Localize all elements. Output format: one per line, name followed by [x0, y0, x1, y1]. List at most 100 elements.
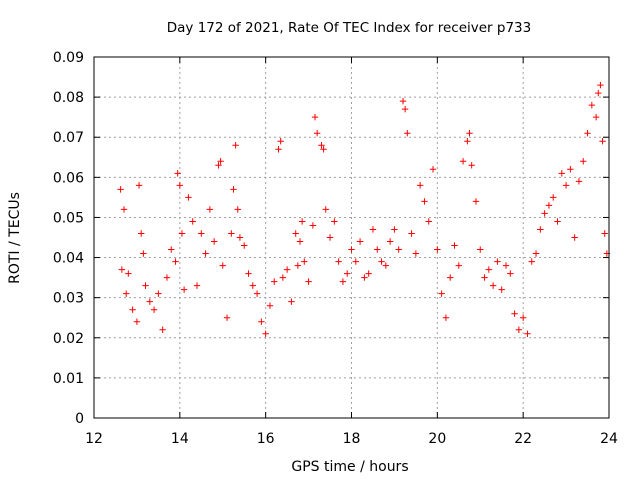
plot-frame [93, 56, 610, 419]
data-point [288, 298, 295, 305]
data-point [326, 234, 334, 241]
data-point [135, 182, 143, 189]
x-tick-label: 20 [428, 431, 446, 447]
data-point [133, 318, 141, 325]
data-point [399, 97, 407, 105]
data-point [468, 162, 475, 169]
data-point [202, 250, 209, 257]
y-tick-label: 0.08 [53, 90, 84, 106]
data-point [172, 258, 179, 265]
data-point [344, 270, 351, 277]
data-point [438, 290, 445, 297]
data-point [185, 194, 192, 201]
data-point [451, 242, 458, 249]
data-point [174, 170, 181, 177]
data-point [138, 230, 145, 237]
data-point [142, 282, 149, 289]
data-point [408, 230, 415, 237]
y-axis-label: ROTI / TECUs [7, 192, 23, 284]
data-point [382, 262, 390, 269]
data-point [217, 158, 224, 165]
data-point [404, 130, 411, 137]
data-point [198, 230, 205, 237]
data-point [601, 230, 608, 237]
data-point [294, 262, 302, 269]
x-tick-label: 22 [514, 431, 532, 447]
gridlines [94, 57, 609, 418]
data-point [515, 326, 523, 333]
data-point [168, 246, 175, 253]
data-point [266, 302, 274, 309]
data-point [571, 234, 578, 241]
data-point [567, 166, 574, 173]
data-point [537, 226, 544, 233]
data-point [599, 138, 606, 145]
data-point [464, 138, 471, 145]
data-point [550, 194, 557, 201]
data-point [541, 210, 548, 217]
data-point [120, 206, 128, 213]
data-point [163, 274, 171, 281]
data-point [176, 182, 184, 189]
data-point [245, 270, 252, 277]
data-point [210, 238, 218, 245]
x-tick-label: 14 [171, 431, 189, 447]
y-tick-label: 0.01 [53, 371, 84, 387]
data-point [507, 270, 514, 277]
data-point [313, 130, 321, 137]
data-point [352, 258, 359, 265]
data-point [178, 230, 186, 237]
data-point [498, 286, 505, 293]
data-point [502, 262, 510, 269]
data-points [117, 81, 611, 337]
data-point [232, 142, 239, 149]
data-point [277, 138, 284, 145]
data-point [219, 262, 226, 269]
data-point [283, 266, 291, 273]
data-point [434, 246, 441, 253]
chart-title: Day 172 of 2021, Rate Of TEC Index for r… [167, 20, 531, 36]
data-point [595, 89, 602, 97]
data-point [459, 158, 467, 165]
data-point [298, 218, 306, 225]
data-point [118, 266, 126, 273]
data-point [189, 218, 196, 225]
data-point [339, 278, 347, 285]
data-point [485, 266, 493, 273]
data-point [532, 250, 540, 257]
data-point [494, 258, 501, 265]
data-point [122, 290, 130, 297]
x-axis-label: GPS time / hours [291, 459, 408, 475]
data-point [335, 258, 342, 265]
y-axis-ticks: 0 0.01 0.02 0.03 0.04 0.05 0.06 0.07 0.08 0.09 [53, 50, 609, 427]
data-point [125, 270, 132, 277]
y-tick-label: 0.04 [53, 251, 84, 267]
data-point [592, 113, 600, 121]
data-point [447, 274, 454, 281]
data-point [472, 198, 480, 205]
data-point [262, 330, 269, 337]
x-tick-label: 12 [85, 431, 103, 447]
data-point [348, 246, 355, 253]
x-tick-label: 18 [343, 431, 361, 447]
data-point [481, 274, 488, 281]
data-point [150, 306, 158, 313]
data-point [331, 218, 338, 225]
data-point [230, 186, 237, 193]
data-point [466, 130, 473, 137]
y-tick-label: 0.02 [53, 331, 84, 347]
data-point [584, 130, 591, 137]
data-point [597, 81, 604, 89]
data-point [311, 113, 319, 121]
data-point [524, 330, 531, 337]
data-point [416, 182, 424, 189]
y-tick-label: 0 [75, 411, 84, 427]
data-point [301, 258, 308, 265]
data-point [519, 314, 527, 321]
data-point [489, 282, 497, 289]
x-tick-label: 24 [600, 431, 618, 447]
y-tick-label: 0.07 [53, 130, 84, 146]
data-point [558, 170, 565, 177]
data-point [117, 186, 124, 193]
